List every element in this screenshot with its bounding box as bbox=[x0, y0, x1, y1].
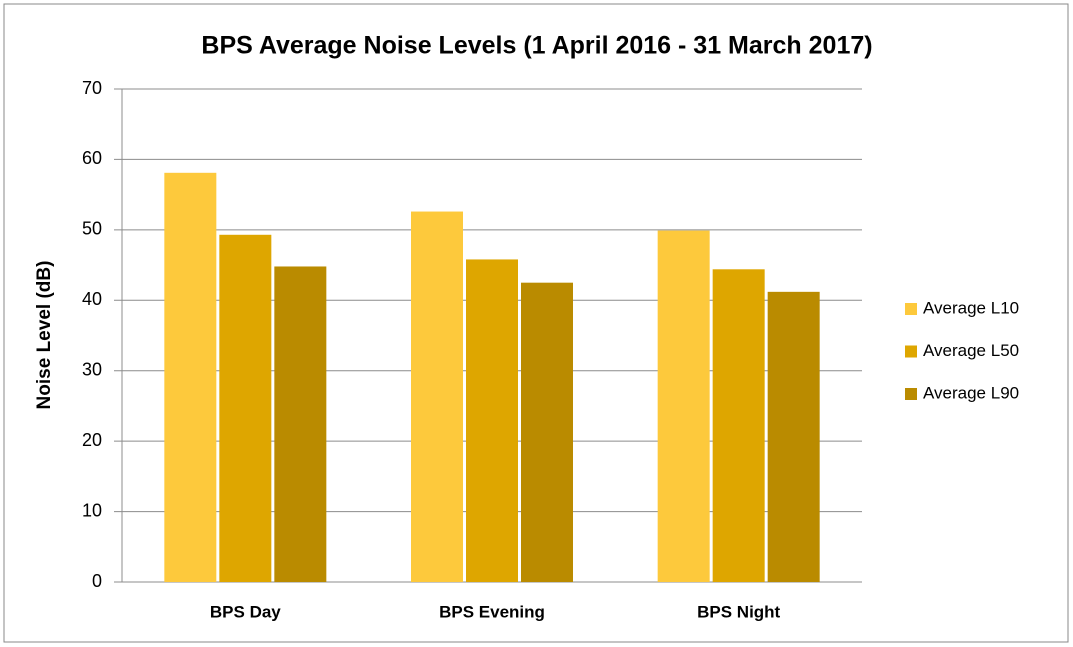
y-tick-label: 20 bbox=[82, 430, 102, 450]
legend-swatch bbox=[905, 345, 917, 358]
bar bbox=[411, 211, 463, 582]
legend-label: Average L50 bbox=[923, 341, 1019, 360]
bar bbox=[164, 172, 217, 582]
x-tick-label: BPS Evening bbox=[439, 602, 545, 621]
bar bbox=[767, 291, 820, 582]
bar bbox=[521, 282, 573, 582]
y-tick-label: 40 bbox=[82, 289, 102, 309]
y-tick-label: 70 bbox=[82, 78, 102, 98]
y-tick-label: 50 bbox=[82, 219, 102, 239]
y-tick-label: 60 bbox=[82, 148, 102, 168]
legend-label: Average L90 bbox=[923, 383, 1019, 402]
bar bbox=[274, 266, 327, 582]
x-tick-label: BPS Night bbox=[697, 602, 780, 621]
y-axis-label: Noise Level (dB) bbox=[34, 261, 55, 410]
legend-swatch bbox=[905, 388, 917, 400]
y-tick-label: 0 bbox=[92, 571, 102, 591]
y-tick-label: 10 bbox=[82, 500, 102, 520]
y-tick-label: 30 bbox=[82, 359, 102, 379]
legend-label: Average L10 bbox=[923, 298, 1019, 317]
legend-swatch bbox=[905, 303, 917, 315]
bar bbox=[657, 230, 710, 582]
chart-title: BPS Average Noise Levels (1 April 2016 -… bbox=[201, 32, 872, 60]
bar bbox=[219, 234, 272, 582]
bar bbox=[466, 259, 518, 582]
bar bbox=[712, 269, 765, 582]
x-tick-label: BPS Day bbox=[210, 602, 281, 621]
